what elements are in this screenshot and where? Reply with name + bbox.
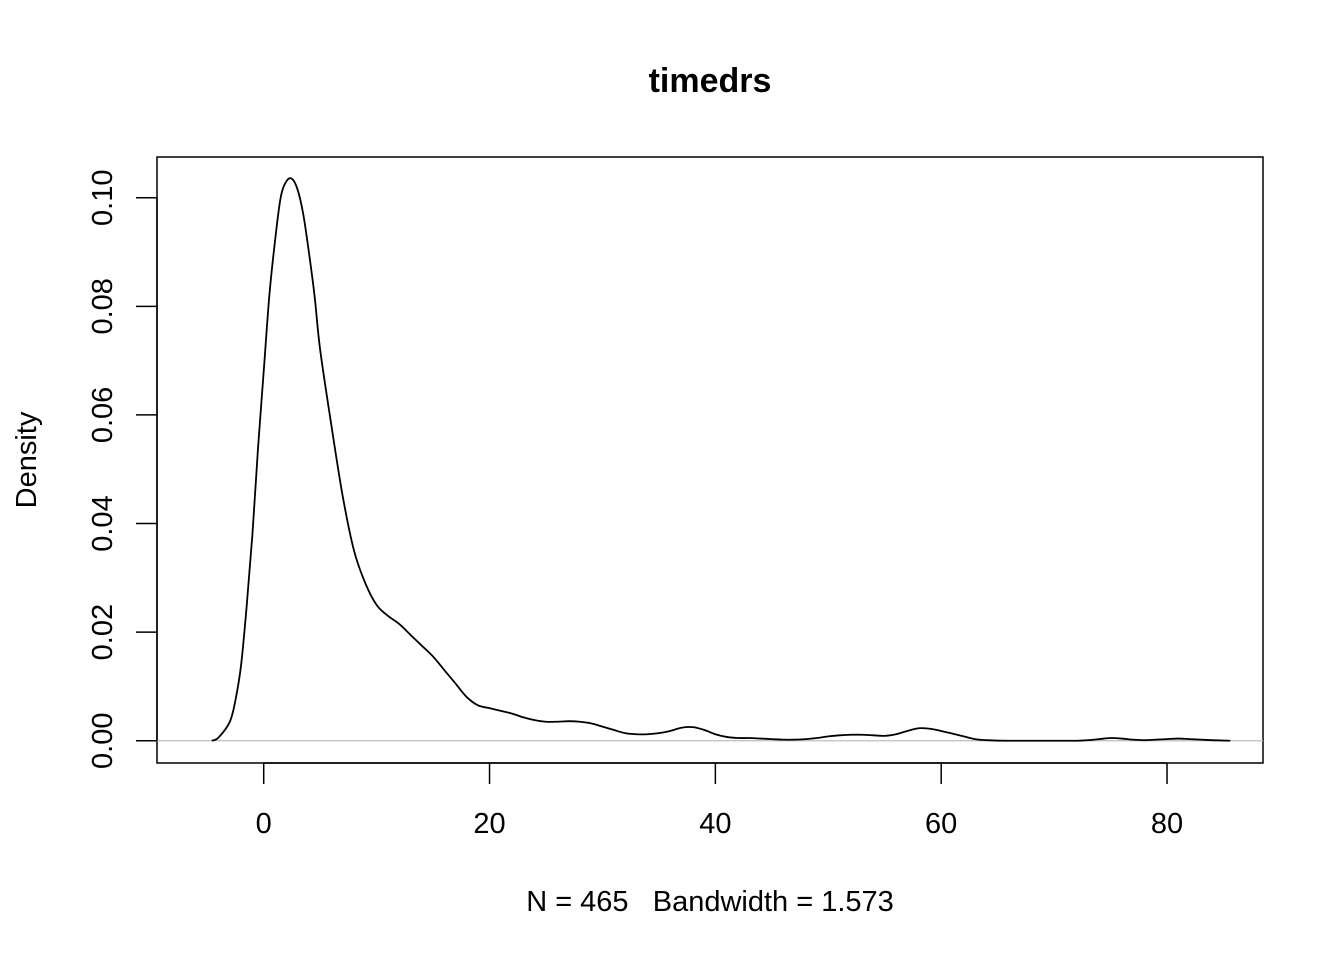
x-tick-label: 80 <box>1151 808 1183 840</box>
y-axis: 0.00 0.02 0.04 0.06 0.08 0.10 <box>87 170 158 769</box>
x-tick-label: 40 <box>699 808 731 840</box>
y-tick-label: 0.06 <box>87 387 119 443</box>
plot-frame <box>156 156 1264 764</box>
y-tick-label: 0.04 <box>87 495 119 551</box>
x-tick-label: 60 <box>925 808 957 840</box>
y-axis-label: Density <box>11 411 43 508</box>
chart-title: timedrs <box>649 62 772 100</box>
y-tick-label: 0.08 <box>87 278 119 334</box>
x-axis: 0 20 40 60 80 <box>256 762 1183 840</box>
y-tick-label: 0.02 <box>87 604 119 660</box>
x-tick-label: 0 <box>256 808 272 840</box>
density-curve <box>211 177 1231 742</box>
y-tick-label: 0.10 <box>87 170 119 226</box>
x-axis-label: N = 465 Bandwidth = 1.573 <box>526 886 894 918</box>
x-tick-label: 20 <box>473 808 505 840</box>
y-tick-label: 0.00 <box>87 713 119 769</box>
